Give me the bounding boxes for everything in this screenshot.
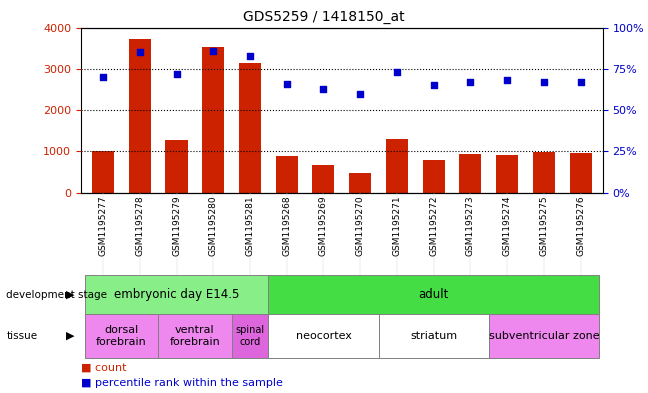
Text: neocortex: neocortex xyxy=(295,331,351,341)
Text: GSM1195278: GSM1195278 xyxy=(135,195,145,256)
Bar xyxy=(158,314,231,358)
Bar xyxy=(489,314,599,358)
Bar xyxy=(275,156,297,193)
Text: development stage: development stage xyxy=(6,290,108,300)
Bar xyxy=(239,63,261,193)
Text: GSM1195272: GSM1195272 xyxy=(429,195,438,255)
Text: striatum: striatum xyxy=(410,331,457,341)
Text: GSM1195273: GSM1195273 xyxy=(466,195,475,256)
Bar xyxy=(378,314,489,358)
Bar xyxy=(533,152,555,193)
Point xyxy=(502,77,513,83)
Text: GSM1195275: GSM1195275 xyxy=(539,195,548,256)
Bar xyxy=(165,140,187,193)
Point xyxy=(318,85,329,92)
Text: ■ count: ■ count xyxy=(81,362,126,373)
Bar xyxy=(202,47,224,193)
Bar xyxy=(231,314,268,358)
Text: ▶: ▶ xyxy=(66,290,75,300)
Bar xyxy=(268,275,599,314)
Bar xyxy=(386,139,408,193)
Bar xyxy=(268,314,378,358)
Bar xyxy=(85,275,268,314)
Point xyxy=(465,79,476,85)
Text: embryonic day E14.5: embryonic day E14.5 xyxy=(114,288,239,301)
Text: GSM1195268: GSM1195268 xyxy=(283,195,291,256)
Point xyxy=(281,81,292,87)
Point xyxy=(538,79,549,85)
Point xyxy=(392,69,402,75)
Text: GSM1195280: GSM1195280 xyxy=(209,195,218,256)
Text: GSM1195271: GSM1195271 xyxy=(393,195,401,256)
Text: GSM1195279: GSM1195279 xyxy=(172,195,181,256)
Text: ventral
forebrain: ventral forebrain xyxy=(170,325,220,347)
Bar xyxy=(496,154,518,193)
Text: adult: adult xyxy=(419,288,449,301)
Text: GSM1195270: GSM1195270 xyxy=(356,195,365,256)
Text: GSM1195281: GSM1195281 xyxy=(246,195,255,256)
Text: GSM1195274: GSM1195274 xyxy=(503,195,512,255)
Text: subventricular zone: subventricular zone xyxy=(489,331,599,341)
Point xyxy=(355,90,365,97)
Text: dorsal
forebrain: dorsal forebrain xyxy=(96,325,147,347)
Bar xyxy=(570,153,592,193)
Text: GSM1195276: GSM1195276 xyxy=(576,195,585,256)
Bar xyxy=(92,151,114,193)
Bar xyxy=(459,154,481,193)
Text: ▶: ▶ xyxy=(66,331,75,341)
Bar xyxy=(85,314,158,358)
Bar xyxy=(129,39,151,193)
Point xyxy=(171,71,181,77)
Bar xyxy=(422,160,445,193)
Point xyxy=(135,49,145,55)
Text: ■ percentile rank within the sample: ■ percentile rank within the sample xyxy=(81,378,283,388)
Text: spinal
cord: spinal cord xyxy=(235,325,264,347)
Text: tissue: tissue xyxy=(6,331,38,341)
Bar xyxy=(349,173,371,193)
Text: GSM1195277: GSM1195277 xyxy=(98,195,108,256)
Point xyxy=(428,82,439,88)
Bar xyxy=(312,165,334,193)
Point xyxy=(575,79,586,85)
Point xyxy=(245,52,255,59)
Point xyxy=(208,48,218,54)
Point xyxy=(98,74,108,80)
Text: GSM1195269: GSM1195269 xyxy=(319,195,328,256)
Text: GDS5259 / 1418150_at: GDS5259 / 1418150_at xyxy=(243,10,405,24)
